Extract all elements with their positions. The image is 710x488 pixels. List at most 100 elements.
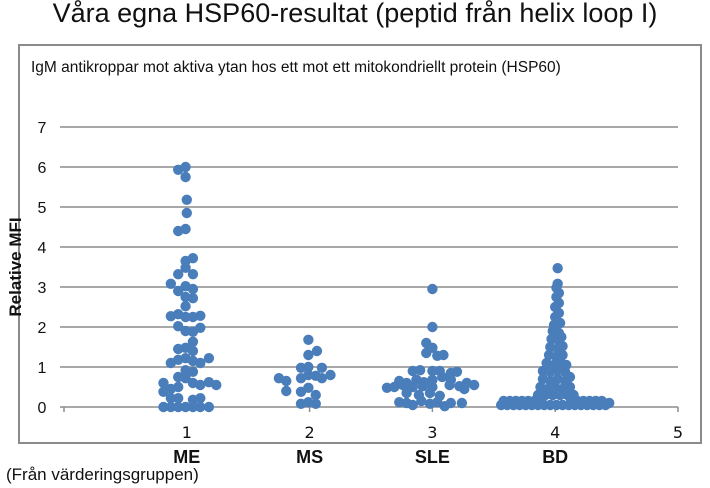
data-point-sle xyxy=(445,397,457,409)
source-note: (Från värderingsgruppen) xyxy=(6,465,199,484)
data-point-sle xyxy=(456,397,468,409)
chart-title: IgM antikroppar mot aktiva ytan hos ett … xyxy=(31,59,561,76)
category-label: ME xyxy=(173,447,200,467)
data-point-ms xyxy=(316,373,328,384)
data-point-me xyxy=(180,401,191,413)
x-tick-label: 1 xyxy=(182,423,192,442)
data-point-ms xyxy=(281,375,292,387)
data-point-sle xyxy=(427,374,438,385)
data-point-me xyxy=(173,269,184,280)
data-point-bd xyxy=(552,263,563,274)
data-point-sle xyxy=(438,349,449,361)
data-point-me xyxy=(181,194,192,205)
data-point-sle xyxy=(427,365,438,377)
data-point-sle xyxy=(427,321,438,333)
data-point-me xyxy=(158,377,169,389)
data-point-me xyxy=(180,301,191,312)
data-point-ms xyxy=(310,389,321,401)
data-point-me xyxy=(187,401,199,413)
data-point-sle xyxy=(421,347,432,359)
y-tick-label: 2 xyxy=(38,320,47,337)
y-axis-label: Relative MFI xyxy=(6,217,25,316)
data-point-me xyxy=(165,401,177,413)
slide-title: Våra egna HSP60-resultat (peptid från he… xyxy=(52,0,658,28)
data-point-ms xyxy=(303,349,314,361)
data-point-ms xyxy=(316,362,328,373)
x-tick-label: 3 xyxy=(427,423,437,442)
y-tick-label: 1 xyxy=(38,360,47,377)
data-point-ms xyxy=(310,398,321,409)
data-point-me xyxy=(165,278,177,289)
data-point-me xyxy=(195,379,206,391)
data-point-me xyxy=(180,171,191,183)
y-tick-label: 7 xyxy=(38,120,47,137)
data-point-me xyxy=(195,322,206,333)
data-point-me xyxy=(173,285,184,297)
data-point-me xyxy=(203,401,215,413)
data-point-sle xyxy=(468,379,480,391)
data-point-sle xyxy=(397,379,409,391)
category-label: BD xyxy=(542,447,568,467)
data-point-me xyxy=(187,293,199,304)
data-point-me xyxy=(173,393,184,404)
data-point-ms xyxy=(281,385,292,397)
x-tick-label: 4 xyxy=(550,423,560,442)
data-point-me xyxy=(211,379,222,391)
chart-frame xyxy=(18,44,702,444)
data-point-me xyxy=(173,321,184,332)
data-point-me xyxy=(203,353,215,364)
y-tick-label: 4 xyxy=(38,240,47,257)
data-point-ms xyxy=(303,382,314,393)
data-point-sle xyxy=(451,366,463,377)
data-point-me xyxy=(195,393,206,404)
data-point-me xyxy=(181,207,192,219)
data-point-bd xyxy=(532,389,544,401)
data-point-sle xyxy=(416,395,427,407)
data-point-me xyxy=(195,310,206,321)
data-point-bd xyxy=(552,278,563,289)
data-point-me xyxy=(180,373,191,384)
data-point-sle xyxy=(417,381,428,392)
data-point-sle xyxy=(414,365,426,376)
x-tick-label: 2 xyxy=(305,423,315,442)
data-point-me xyxy=(195,357,206,369)
data-point-me xyxy=(187,345,199,357)
data-point-sle xyxy=(437,371,448,383)
data-point-me xyxy=(187,269,199,280)
data-point-me xyxy=(158,401,169,413)
data-point-me xyxy=(187,283,199,295)
x-tick-label: 5 xyxy=(673,423,683,442)
data-point-me xyxy=(165,393,177,404)
data-point-me xyxy=(180,262,191,273)
data-point-me xyxy=(180,311,191,323)
data-point-sle xyxy=(427,283,438,295)
data-point-ms xyxy=(303,361,314,373)
data-point-ms xyxy=(303,334,314,345)
data-point-bd xyxy=(561,359,572,371)
data-point-me xyxy=(173,381,184,393)
data-point-me xyxy=(187,366,199,377)
data-point-bd xyxy=(553,327,565,339)
data-point-bd xyxy=(596,395,608,407)
y-tick-label: 5 xyxy=(38,200,47,217)
data-point-me xyxy=(180,223,191,235)
category-label: SLE xyxy=(415,447,450,467)
data-point-ms xyxy=(311,345,323,357)
y-tick-label: 3 xyxy=(38,280,47,297)
data-point-sle xyxy=(459,383,470,395)
data-point-sle xyxy=(424,387,436,399)
data-point-me xyxy=(195,401,206,413)
data-point-sle xyxy=(407,399,418,411)
data-point-me xyxy=(187,253,199,264)
y-tick-label: 0 xyxy=(38,400,47,417)
category-label: MS xyxy=(296,447,323,467)
data-point-ms xyxy=(325,369,336,381)
data-point-sle xyxy=(401,387,412,399)
data-point-bd xyxy=(568,389,579,401)
data-point-me xyxy=(187,336,199,347)
data-point-me xyxy=(173,401,184,413)
y-tick-label: 6 xyxy=(38,160,47,177)
data-point-me xyxy=(180,161,191,173)
data-point-sle xyxy=(444,379,455,391)
